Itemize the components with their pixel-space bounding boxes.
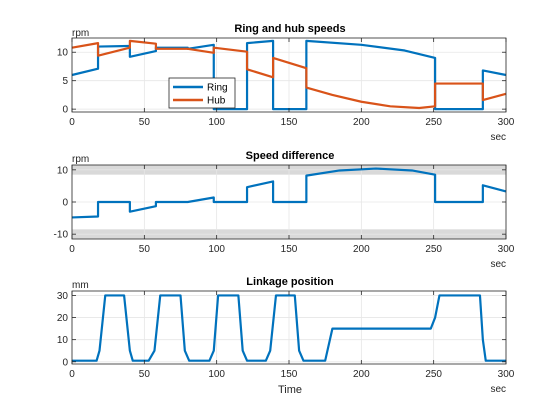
panel-1-title: Ring and hub speeds xyxy=(234,23,345,35)
panel-3-x-tick-label-0: 0 xyxy=(69,369,75,380)
panel-3-x-tick-label-2: 100 xyxy=(208,369,225,380)
panel-1-x-tick-label-6: 300 xyxy=(498,117,515,128)
panel-1-x-tick-label-1: 50 xyxy=(139,117,151,128)
panel-3-ylabel: mm xyxy=(72,280,89,291)
panel-2-x-tick-label-4: 200 xyxy=(353,244,370,255)
panel-2-x-tick-label-1: 50 xyxy=(139,244,151,255)
panel-2-ylabel: rpm xyxy=(72,154,89,165)
panel-3-x-tick-label-3: 150 xyxy=(281,369,298,380)
panel-2-y-tick-label-0: -10 xyxy=(54,230,69,241)
panel-3-x-tick-label-1: 50 xyxy=(139,369,151,380)
panel-3-y-tick-label-0: 0 xyxy=(62,357,68,368)
panel-3-xlabel: Time xyxy=(278,384,302,396)
ring-hub-speeds-panel: Ring and hub speeds rpm sec 0 50 100 150 200… xyxy=(57,23,515,143)
panel-3-y-tick-label-2: 20 xyxy=(57,313,69,324)
panel-2-x-tick-label-2: 100 xyxy=(208,244,225,255)
panel-1-y-tick-label-2: 10 xyxy=(57,48,69,59)
panel-1-legend: Ring Hub xyxy=(168,77,236,109)
panel-3-y-tick-label-1: 10 xyxy=(57,335,69,346)
panel-2-xunit: sec xyxy=(490,259,506,270)
linkage-position-panel: Linkage position mm sec Time 0 50 100 150 20… xyxy=(57,276,515,396)
panel-1-y-tick-label-1: 5 xyxy=(62,76,68,87)
panel-2-series-0-line xyxy=(71,167,507,219)
panel-3-title: Linkage position xyxy=(246,276,334,288)
panel-1-series-hub-line xyxy=(71,39,507,110)
panel-1-y-tick-label-0: 0 xyxy=(62,105,68,116)
panel-1-series-ring-line xyxy=(71,39,507,111)
panel-3-series-0-line xyxy=(72,294,506,362)
panel-2-y-tick-label-1: 0 xyxy=(62,198,68,209)
panel-1-x-tick-label-0: 0 xyxy=(69,117,75,128)
panel-2-x-tick-label-6: 300 xyxy=(498,244,515,255)
legend-label-ring: Ring xyxy=(207,83,228,94)
panel-1-x-tick-label-2: 100 xyxy=(208,117,225,128)
legend-box xyxy=(168,77,236,109)
panel-2-x-tick-label-3: 150 xyxy=(281,244,298,255)
panel-2-y-tick-label-2: 10 xyxy=(57,165,69,176)
panel-3-x-tick-label-5: 250 xyxy=(425,369,442,380)
panel-1-x-tick-label-3: 150 xyxy=(281,117,298,128)
panel-2-x-tick-label-5: 250 xyxy=(425,244,442,255)
panel-1-xunit: sec xyxy=(490,132,506,143)
panel-3-x-tick-label-4: 200 xyxy=(353,369,370,380)
legend-label-hub: Hub xyxy=(207,96,226,107)
panel-1-ylabel: rpm xyxy=(72,28,89,39)
panel-3-xunit: sec xyxy=(490,384,506,395)
panel-1-x-tick-label-4: 200 xyxy=(353,117,370,128)
panel-2-title: Speed difference xyxy=(246,150,335,162)
speed-difference-panel: Speed difference rpm sec 0 50 100 150 200 250… xyxy=(54,150,515,270)
panel-3-y-tick-label-3: 30 xyxy=(57,291,69,302)
panel-2-x-tick-label-0: 0 xyxy=(69,244,75,255)
panel-3-x-tick-label-6: 300 xyxy=(498,369,515,380)
panel-1-x-tick-label-5: 250 xyxy=(425,117,442,128)
